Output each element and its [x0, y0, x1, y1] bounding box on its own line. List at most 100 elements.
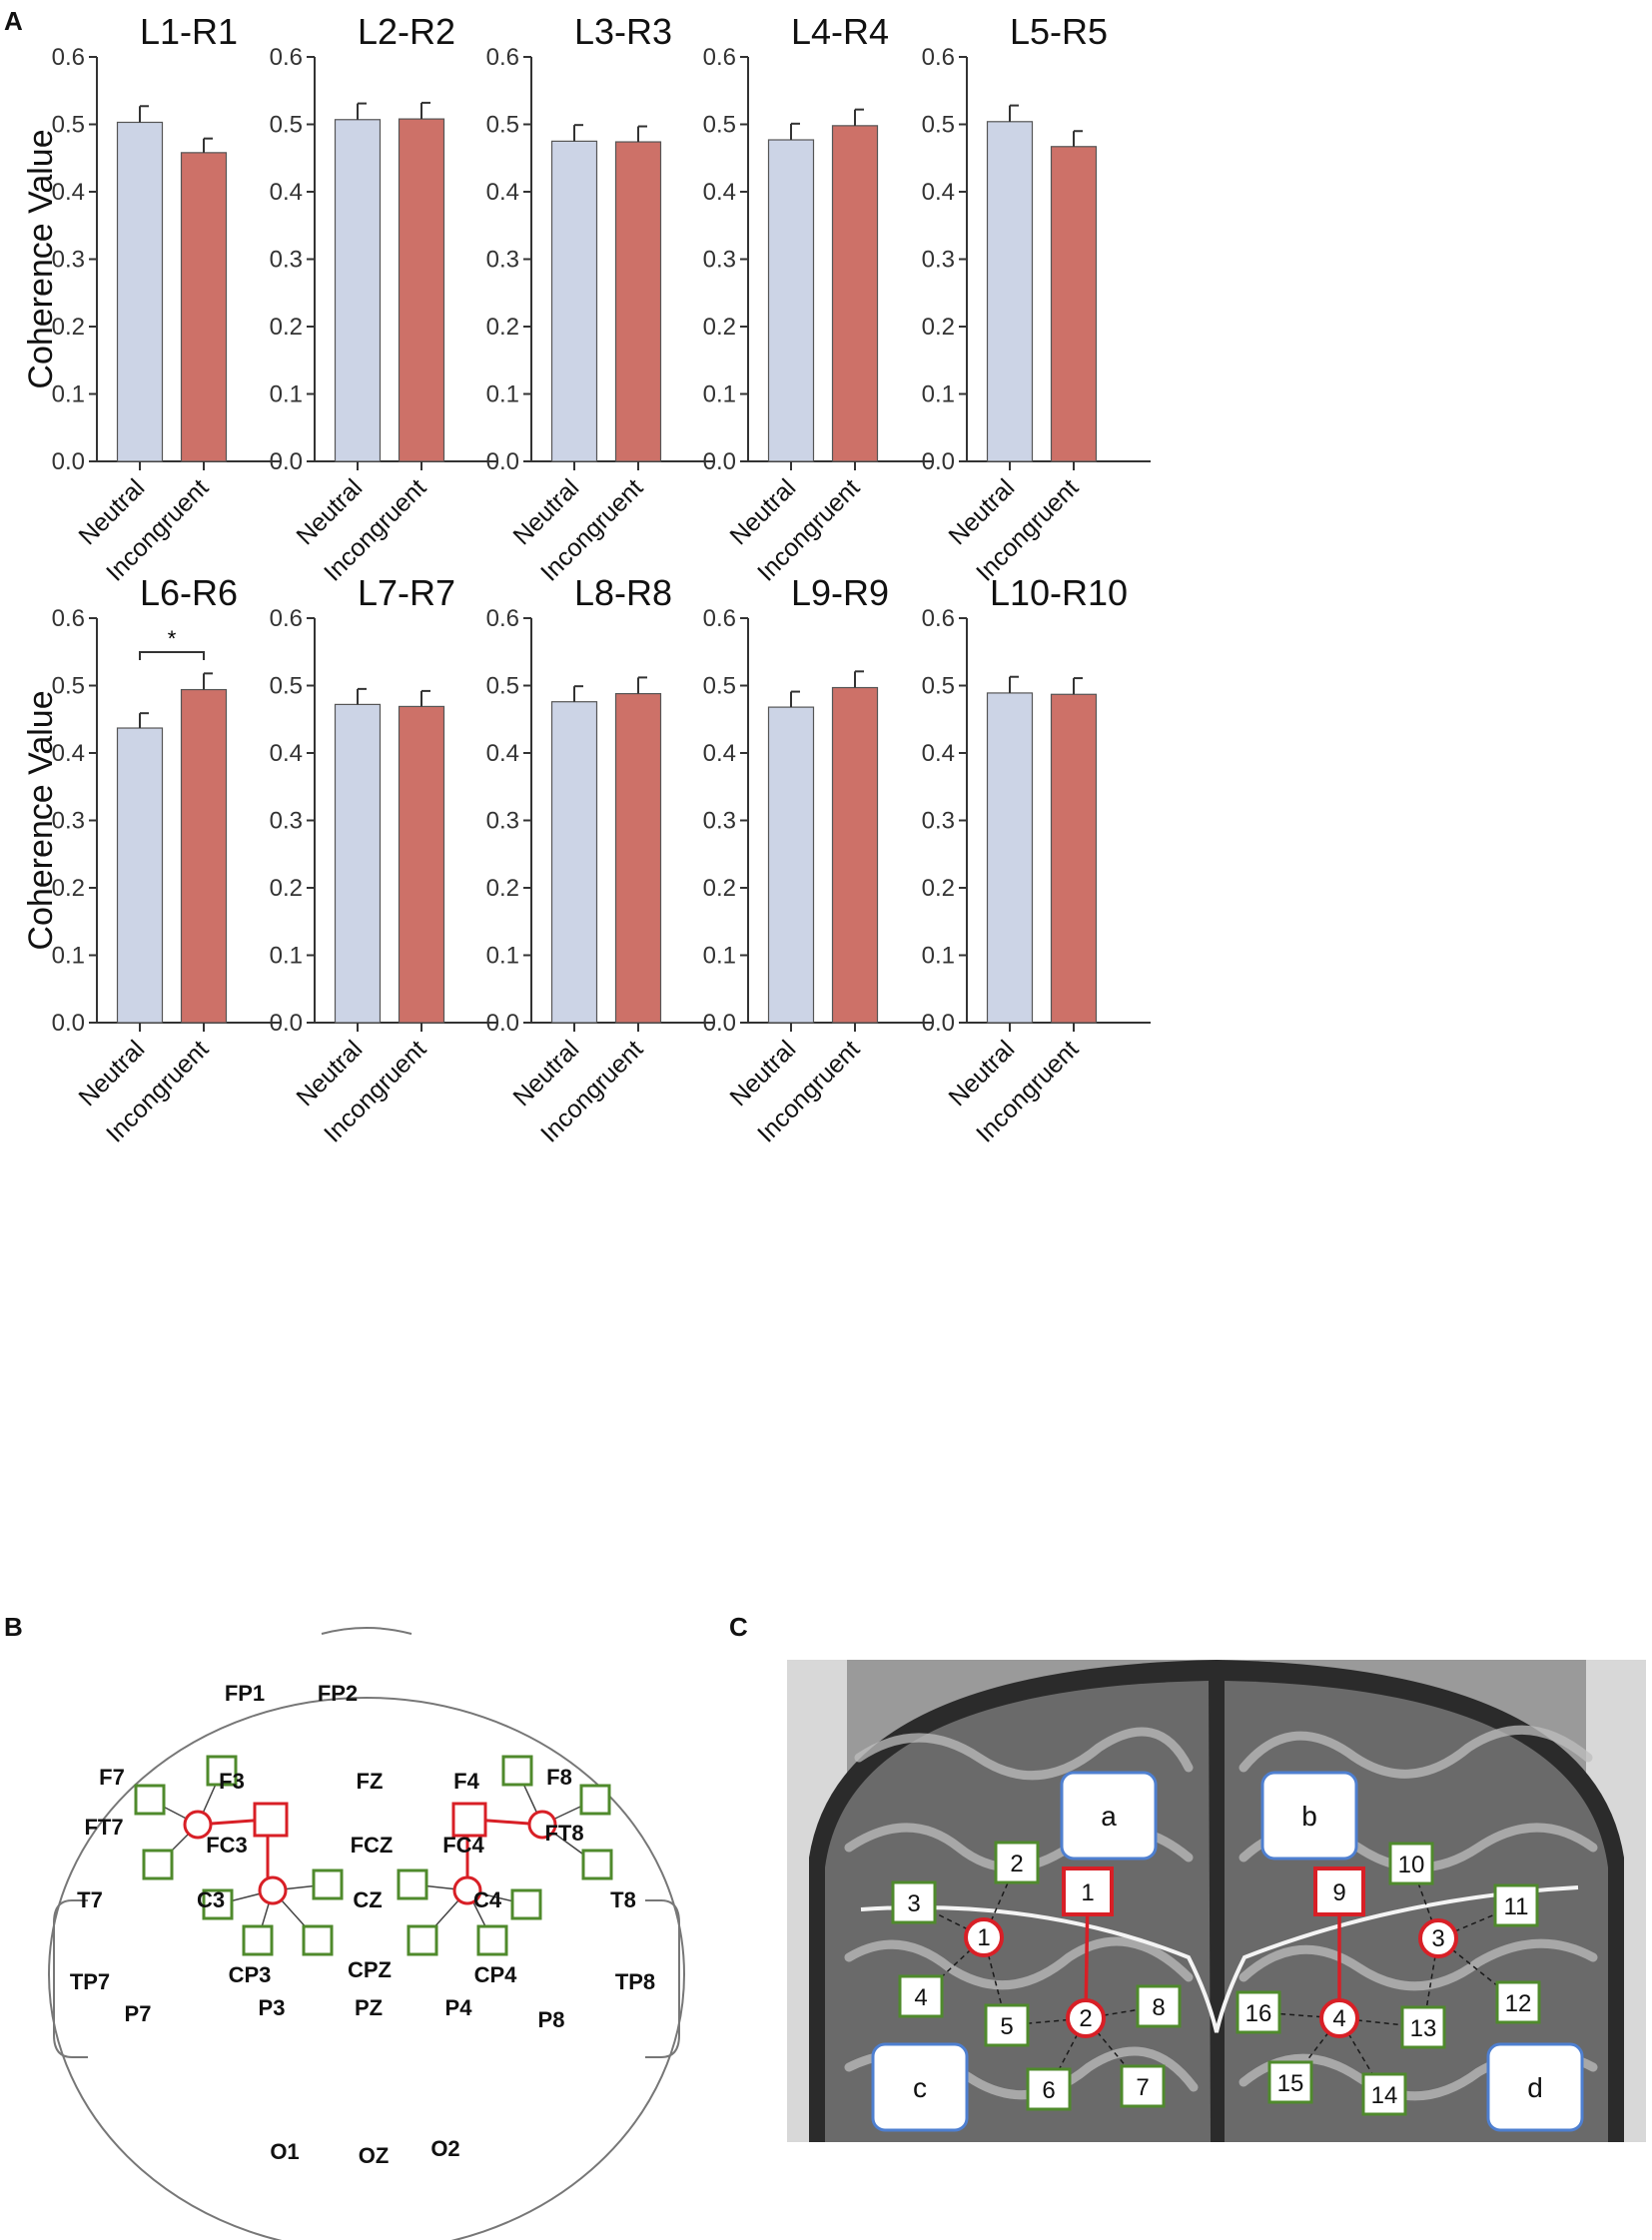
panel-label-a: A [4, 6, 23, 36]
y-tick-label: 0.5 [703, 112, 736, 139]
square-marker [134, 1784, 166, 1816]
y-tick-label: 0.5 [52, 112, 85, 139]
y-tick-label: 0.5 [270, 112, 303, 139]
y-tick-label: 0.4 [703, 740, 736, 767]
y-tick-label: 0.4 [270, 179, 303, 206]
red-circle-label: 1 [977, 1924, 990, 1951]
bar-incongruent [1050, 693, 1098, 1024]
red-circle-label: 3 [1431, 1925, 1444, 1952]
circle-marker [183, 1810, 213, 1840]
y-tick-label: 0.5 [703, 673, 736, 700]
green-box [1120, 2064, 1166, 2108]
green-box [1495, 1980, 1541, 2024]
bar-chart: L8-R80.00.10.20.30.40.50.6NeutralIncongr… [486, 572, 715, 1148]
y-tick-label: 0.2 [486, 875, 519, 902]
y-tick-label: 0.1 [270, 381, 303, 408]
y-tick-label: 0.1 [52, 381, 85, 408]
chart-title: L1-R1 [140, 11, 238, 52]
y-tick-label: 0.4 [922, 179, 955, 206]
green-box-label: 12 [1505, 1990, 1532, 2017]
y-tick-label: 0.5 [486, 112, 519, 139]
green-box-label: 11 [1504, 1893, 1529, 1920]
y-tick-label: 0.6 [52, 605, 85, 632]
square-marker [242, 1924, 274, 1956]
square-marker [302, 1924, 334, 1956]
y-tick-label: 0.6 [270, 605, 303, 632]
electrode-label: F8 [546, 1765, 572, 1790]
red-square [1313, 1867, 1365, 1916]
green-box-label: 16 [1245, 2000, 1272, 2027]
left-ear-outline [53, 1899, 88, 2058]
bar-incongruent [831, 686, 879, 1024]
red-circle [1418, 1918, 1458, 1958]
bar-neutral [767, 706, 815, 1024]
y-tick-label: 0.3 [703, 808, 736, 835]
red-square [1062, 1867, 1114, 1916]
square-marker [253, 1802, 289, 1838]
electrode-label: TP7 [70, 1969, 110, 1994]
eeg-electrode-labels: FP1 FP2 F7 F3 FZ F4 F8 FT7 FC3 FCZ FC4 FT8 T7 C3 CZ C4 T… [70, 1681, 655, 2168]
y-tick-label: 0.1 [486, 943, 519, 970]
electrode-label: C4 [473, 1887, 502, 1912]
y-tick-label: 0.6 [486, 44, 519, 71]
green-box-label: 2 [1010, 1851, 1023, 1877]
electrode-label: C3 [197, 1887, 225, 1912]
gyrus-line [1239, 1938, 1598, 1991]
red-circle [1319, 1998, 1359, 2038]
y-tick-label: 0.5 [922, 673, 955, 700]
y-tick-label: 0.4 [703, 179, 736, 206]
chart-title: L6-R6 [140, 572, 238, 613]
y-tick-label: 0.5 [270, 673, 303, 700]
electrode-label: TP8 [615, 1969, 655, 1994]
region-box-d [1486, 2042, 1584, 2132]
electrode-label: FP2 [318, 1681, 358, 1706]
y-tick-label: 0.1 [922, 943, 955, 970]
bar-incongruent [1050, 146, 1098, 462]
electrode-label: FZ [357, 1769, 384, 1794]
electrode-label: F7 [99, 1765, 125, 1790]
bar-chart: L10-R100.00.10.20.30.40.50.6NeutralIncon… [922, 572, 1151, 1148]
electrode-label: O1 [270, 2139, 299, 2164]
y-tick-label: 0.4 [52, 740, 85, 767]
electrode-label: CP4 [474, 1962, 518, 1987]
bar-neutral [334, 119, 382, 462]
y-tick-label: 0.3 [703, 247, 736, 274]
y-tick-label: 0.0 [703, 1010, 736, 1037]
y-tick-label: 0.3 [486, 247, 519, 274]
y-tick-label: 0.6 [922, 44, 955, 71]
bar-incongruent [180, 688, 228, 1024]
y-tick-label: 0.1 [922, 381, 955, 408]
green-box-label: 3 [907, 1890, 920, 1917]
electrode-label: PZ [355, 1995, 383, 2020]
electrode-label: P7 [125, 2001, 152, 2026]
y-tick-label: 0.3 [52, 808, 85, 835]
red-circle-label: 2 [1079, 2005, 1092, 2032]
bar-chart: L9-R90.00.10.20.30.40.50.6NeutralIncongr… [703, 572, 932, 1148]
green-box [1388, 1842, 1434, 1885]
y-tick-label: 0.2 [270, 314, 303, 341]
y-tick-label: 0.6 [703, 44, 736, 71]
y-tick-label: 0.2 [703, 875, 736, 902]
eeg-electrode-map: FP1 FP2 F7 F3 FZ F4 F8 FT7 FC3 FCZ FC4 FT8 T7 C3 CZ C4 T… [48, 1627, 685, 2240]
region-label: d [1527, 2072, 1543, 2103]
chart-title: L2-R2 [358, 11, 455, 52]
electrode-label: T7 [77, 1887, 103, 1912]
region-box-a [1060, 1771, 1158, 1861]
green-box-label: 5 [1000, 2013, 1013, 2040]
y-tick-label: 0.6 [922, 605, 955, 632]
y-tick-label: 0.3 [52, 247, 85, 274]
y-tick-label: 0.4 [486, 179, 519, 206]
y-tick-label: 0.3 [922, 247, 955, 274]
green-box [1267, 2060, 1313, 2104]
significance-star: * [168, 626, 177, 651]
green-box [1400, 2005, 1446, 2049]
electrode-label: P4 [445, 1995, 473, 2020]
green-box-label: 14 [1371, 2082, 1398, 2109]
square-marker [451, 1802, 487, 1838]
gyrus-line [844, 1936, 1194, 1990]
y-tick-label: 0.0 [52, 1010, 85, 1037]
square-marker [312, 1868, 344, 1900]
square-marker [581, 1849, 613, 1880]
electrode-label: FC4 [442, 1833, 484, 1858]
y-tick-label: 0.0 [703, 448, 736, 475]
